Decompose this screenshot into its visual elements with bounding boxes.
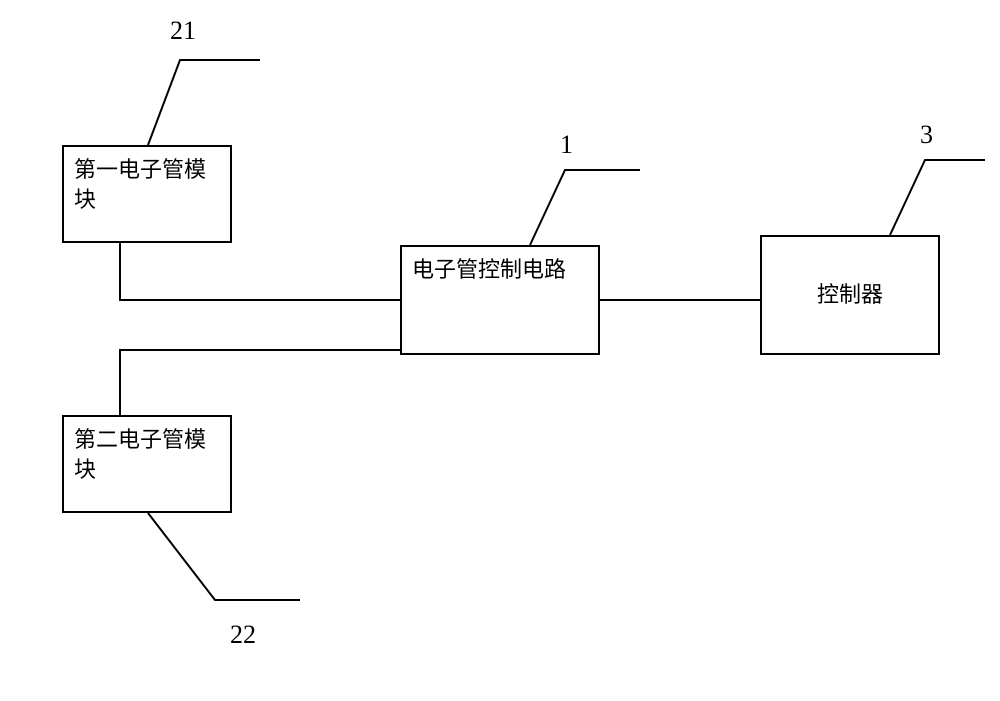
callout-label-1: 1 — [560, 130, 573, 160]
node-label: 控制器 — [817, 280, 883, 310]
node-label: 第一电子管模块 — [74, 157, 206, 212]
node-first-tube-module: 第一电子管模块 — [62, 145, 232, 243]
node-controller: 控制器 — [760, 235, 940, 355]
node-tube-control-circuit: 电子管控制电路 — [400, 245, 600, 355]
leader-l22 — [148, 513, 300, 600]
connector-c_22_to_1 — [120, 350, 400, 415]
leader-l3 — [890, 160, 985, 235]
node-second-tube-module: 第二电子管模块 — [62, 415, 232, 513]
node-label: 第二电子管模块 — [74, 427, 206, 482]
leader-l1 — [530, 170, 640, 245]
diagram-stage: 第一电子管模块 第二电子管模块 电子管控制电路 控制器 21 22 1 3 — [0, 0, 1000, 701]
node-label: 电子管控制电路 — [412, 257, 566, 282]
leader-l21 — [148, 60, 260, 145]
connector-c_21_to_1 — [120, 243, 400, 300]
callout-label-21: 21 — [170, 16, 196, 46]
callout-label-22: 22 — [230, 620, 256, 650]
callout-label-3: 3 — [920, 120, 933, 150]
